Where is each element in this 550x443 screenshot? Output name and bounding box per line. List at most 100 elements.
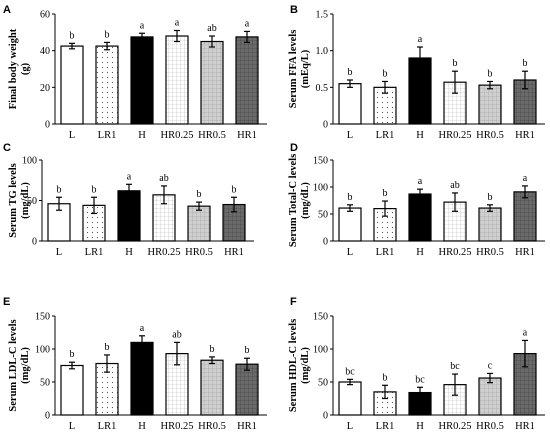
error-bar [91,196,97,215]
x-tick-label: L [69,421,75,432]
x-tick-label: LR1 [98,130,117,141]
x-tick-label: HR0.5 [476,130,504,141]
panel-b: B Serum FFA levels(mEq/L) 0 0.5 1.0 1.5 b Lb LR1… [288,4,545,141]
y-tick-label: 50 [318,378,328,389]
x-tick-label: HR0.25 [439,247,472,258]
x-tick-label: LR1 [376,130,395,141]
error-bar [487,204,493,212]
significance-letter: b [383,188,388,199]
significance-letter: b [57,184,62,195]
y-tick-label: 150 [313,156,328,167]
panel-a: A Final body weight(g) 0 20 40 60 b Lb LR1 a Ha HR0… [3,4,267,141]
error-bar [417,188,423,200]
x-tick-label: HR1 [224,247,244,258]
error-bar [347,79,353,88]
x-tick-label: H [125,247,133,258]
bar-hr1 [513,191,537,242]
significance-letter: b [105,342,110,353]
x-tick-label: L [347,421,353,432]
panel-letter: A [3,4,11,16]
x-tick-label: HR0.5 [185,247,213,258]
x-tick-label: LR1 [85,247,104,258]
significance-letter: b [197,189,202,200]
significance-letter: a [523,327,528,338]
bar-hr0-25 [165,35,189,125]
significance-letter: ab [207,23,216,34]
significance-letter: b [70,30,75,41]
error-bar [69,42,75,50]
y-tick-label: 40 [40,46,50,57]
x-tick-label: HR1 [515,247,535,258]
bar-l [60,364,84,416]
significance-letter: b [488,68,493,79]
x-tick-label: HR0.25 [148,247,181,258]
bar-hr0-5 [187,205,211,242]
panel-letter: C [3,142,11,154]
error-bar [56,196,62,211]
error-bar [417,46,423,70]
y-tick-label: 50 [27,196,37,207]
significance-letter: b [210,344,215,355]
panel-letter: E [3,296,10,308]
y-axis-label: Serum TG levels(mg/dL) [8,163,31,237]
x-tick-label: HR0.5 [476,247,504,258]
bar-h [408,193,432,242]
x-tick-label: L [347,247,353,258]
y-tick-label: 50 [318,210,328,221]
panel-letter: F [290,296,297,308]
significance-letter: b [523,58,528,69]
bar-hr1 [235,36,259,125]
x-tick-label: LR1 [376,247,395,258]
error-bar [126,183,132,198]
x-tick-label: HR0.25 [161,421,194,432]
error-bar [104,41,110,51]
significance-letter: a [127,171,132,182]
significance-letter: a [140,323,145,334]
significance-letter: b [105,29,110,40]
error-bar [382,80,388,94]
error-bar [487,80,493,90]
significance-letter: b [383,68,388,79]
y-axis-label: Serum FFA levels(mEq/L) [288,30,311,109]
panel-e: E Serum LDL-C levels(mg/dL) 0 50 100 150 b Lb LR… [3,296,267,432]
error-bar [69,361,75,370]
x-tick-label: HR0.25 [161,130,194,141]
y-tick-label: 20 [40,83,50,94]
y-tick-label: 0 [45,411,50,422]
y-tick-label: 50 [40,378,50,389]
significance-letter: a [140,20,145,31]
y-tick-label: 1.5 [316,10,329,21]
x-tick-label: HR0.5 [476,421,504,432]
error-bar [382,384,388,400]
error-bar [347,204,353,212]
error-bar [161,185,167,205]
bar-hr0-5 [478,207,502,242]
significance-letter: b [245,345,250,356]
error-bar [174,341,180,366]
error-bar [452,373,458,396]
significance-letter: b [92,184,97,195]
error-bar [104,354,110,373]
bar-hr0-5 [478,84,502,125]
panel-letter: D [290,142,298,154]
error-bar [196,201,202,211]
y-tick-label: 100 [22,156,37,167]
y-tick-label: 100 [313,183,328,194]
panel-letter: B [290,4,298,16]
y-tick-label: 0 [32,237,37,248]
significance-letter: ab [172,329,181,340]
x-tick-label: L [69,130,75,141]
bar-hr0-5 [200,40,224,125]
y-tick-label: 150 [35,312,50,323]
x-tick-label: L [56,247,62,258]
x-tick-label: HR1 [237,130,257,141]
y-axis-label: Serum Total-C levels(mg/dL) [288,154,311,247]
y-tick-label: 60 [40,10,50,21]
x-tick-label: H [138,421,146,432]
error-bar [452,192,458,212]
error-bar [244,30,250,44]
bar-h [117,190,141,242]
y-tick-label: 100 [35,345,50,356]
error-bar [139,32,145,42]
y-tick-label: 0 [323,411,328,422]
